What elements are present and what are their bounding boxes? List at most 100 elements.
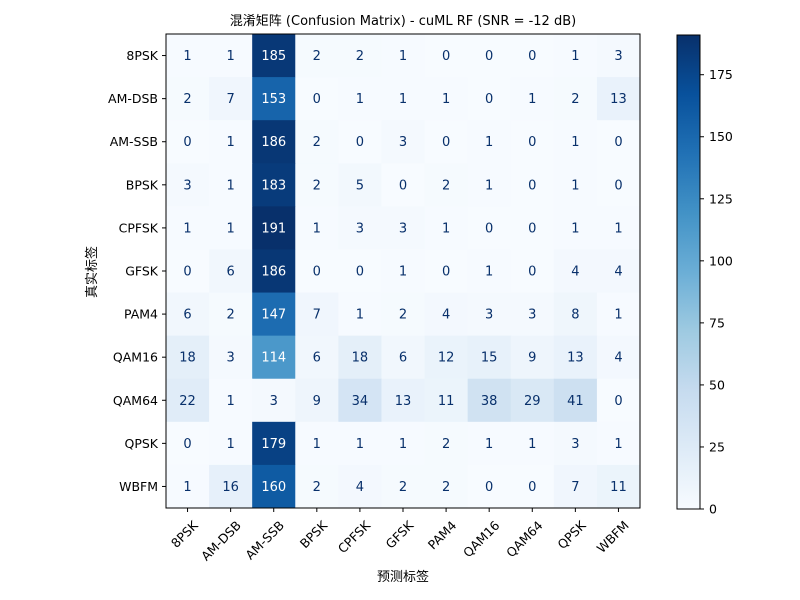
cell-value-label: 0 bbox=[528, 178, 536, 193]
x-tick-label: WBFM bbox=[594, 518, 632, 556]
heatmap-cell bbox=[338, 335, 382, 380]
cell-value-label: 7 bbox=[313, 308, 321, 323]
cell-value-label: 12 bbox=[438, 351, 455, 366]
cell-value-label: 153 bbox=[261, 92, 286, 107]
heatmap-cell bbox=[338, 34, 382, 78]
heatmap-cell bbox=[252, 206, 296, 250]
cell-value-label: 0 bbox=[485, 92, 493, 107]
heatmap-cell bbox=[252, 335, 296, 380]
heatmap-cell bbox=[596, 464, 641, 509]
heatmap-cell bbox=[252, 249, 296, 294]
heatmap-cell bbox=[553, 34, 598, 78]
heatmap-cell bbox=[166, 464, 210, 509]
y-axis-ticks: 8PSK AM-DSB AM-SSB BPSK CPFSK GFSK PAM4 QAM16 QA… bbox=[108, 48, 166, 494]
cell-value-label: 3 bbox=[528, 308, 536, 323]
cell-value-label: 16 bbox=[222, 480, 239, 495]
cell-value-label: 0 bbox=[356, 135, 364, 150]
heatmap-cell bbox=[166, 249, 210, 294]
cell-value-label: 1 bbox=[571, 49, 579, 64]
heatmap-cell bbox=[338, 421, 382, 466]
heatmap-cell bbox=[166, 77, 210, 121]
heatmap-cell bbox=[553, 421, 598, 466]
heatmap-cell bbox=[338, 249, 382, 294]
heatmap-cell bbox=[553, 249, 598, 294]
heatmap-cell bbox=[209, 292, 253, 337]
heatmap-cell bbox=[596, 378, 641, 423]
cell-value-label: 0 bbox=[313, 92, 321, 107]
heatmap-cell bbox=[209, 163, 253, 207]
heatmap-cell bbox=[381, 292, 426, 337]
heatmap-cell bbox=[467, 292, 512, 337]
cell-value-label: 1 bbox=[528, 92, 536, 107]
heatmap-cell bbox=[252, 464, 296, 509]
cell-value-label: 0 bbox=[485, 49, 493, 64]
colorbar-ticks: 0 25 50 75 100 125 150 175 bbox=[700, 67, 733, 517]
cell-value-label: 1 bbox=[614, 308, 622, 323]
y-tick-label: CPFSK bbox=[119, 220, 159, 235]
heatmap-cell bbox=[381, 77, 426, 121]
cell-value-label: 9 bbox=[528, 351, 536, 366]
heatmap-cell bbox=[295, 378, 339, 423]
heatmap-cell bbox=[424, 120, 469, 164]
heatmap-cell bbox=[510, 249, 555, 294]
heatmap-cell bbox=[295, 249, 339, 294]
colorbar-tick-label: 25 bbox=[709, 439, 725, 454]
cell-value-label: 1 bbox=[313, 221, 321, 236]
colorbar bbox=[676, 34, 701, 510]
heatmap-cell bbox=[424, 292, 469, 337]
heatmap-cell bbox=[424, 378, 469, 423]
cell-value-label: 186 bbox=[261, 265, 286, 280]
heatmap-cell bbox=[338, 378, 382, 423]
colorbar-tick-label: 0 bbox=[709, 502, 717, 517]
x-tick-label: 8PSK bbox=[168, 517, 202, 551]
heatmap-cell bbox=[510, 120, 555, 164]
cell-value-label: 2 bbox=[571, 92, 579, 107]
cell-value-label: 0 bbox=[485, 221, 493, 236]
heatmap-cell bbox=[209, 464, 253, 509]
heatmap-cell bbox=[467, 464, 512, 509]
heatmap-cell bbox=[510, 206, 555, 250]
y-tick-label: QAM16 bbox=[113, 350, 158, 365]
heatmap-cell bbox=[553, 378, 598, 423]
cell-value-label: 0 bbox=[528, 265, 536, 280]
heatmap-cell bbox=[467, 206, 512, 250]
cell-value-label: 0 bbox=[183, 265, 191, 280]
cell-value-label: 1 bbox=[528, 437, 536, 452]
cell-value-label: 29 bbox=[524, 394, 541, 409]
cell-value-label: 4 bbox=[442, 308, 450, 323]
cell-value-label: 3 bbox=[571, 437, 579, 452]
cell-value-label: 2 bbox=[313, 135, 321, 150]
cell-value-label: 179 bbox=[261, 437, 286, 452]
heatmap-cell bbox=[166, 163, 210, 207]
x-tick-label: QAM64 bbox=[503, 518, 546, 561]
heatmap-cell bbox=[166, 335, 210, 380]
cell-value-label: 13 bbox=[567, 351, 584, 366]
y-tick-label: AM-SSB bbox=[110, 134, 158, 149]
heatmap-cell bbox=[338, 163, 382, 207]
cell-value-label: 13 bbox=[610, 92, 627, 107]
cell-value-label: 13 bbox=[395, 394, 412, 409]
heatmap-cell bbox=[252, 378, 296, 423]
y-tick-label: WBFM bbox=[119, 479, 158, 494]
heatmap-cell bbox=[295, 464, 339, 509]
heatmap-cell bbox=[166, 34, 210, 78]
heatmap-cell bbox=[338, 120, 382, 164]
cell-value-label: 0 bbox=[528, 135, 536, 150]
cell-value-label: 11 bbox=[438, 394, 455, 409]
heatmap-cell bbox=[424, 77, 469, 121]
cell-value-label: 1 bbox=[571, 135, 579, 150]
heatmap-cell bbox=[596, 421, 641, 466]
heatmap-cell bbox=[381, 34, 426, 78]
heatmap-cell bbox=[209, 249, 253, 294]
cell-value-label: 1 bbox=[183, 49, 191, 64]
heatmap-cell bbox=[596, 120, 641, 164]
cell-value-label: 1 bbox=[356, 308, 364, 323]
y-tick-label: QPSK bbox=[124, 436, 158, 451]
heatmap-cell bbox=[381, 335, 426, 380]
heatmap-cell bbox=[510, 34, 555, 78]
cell-value-label: 3 bbox=[270, 394, 278, 409]
cell-value-label: 186 bbox=[261, 135, 286, 150]
heatmap-cell bbox=[424, 464, 469, 509]
cell-value-label: 4 bbox=[571, 265, 579, 280]
heatmap-cell bbox=[338, 206, 382, 250]
